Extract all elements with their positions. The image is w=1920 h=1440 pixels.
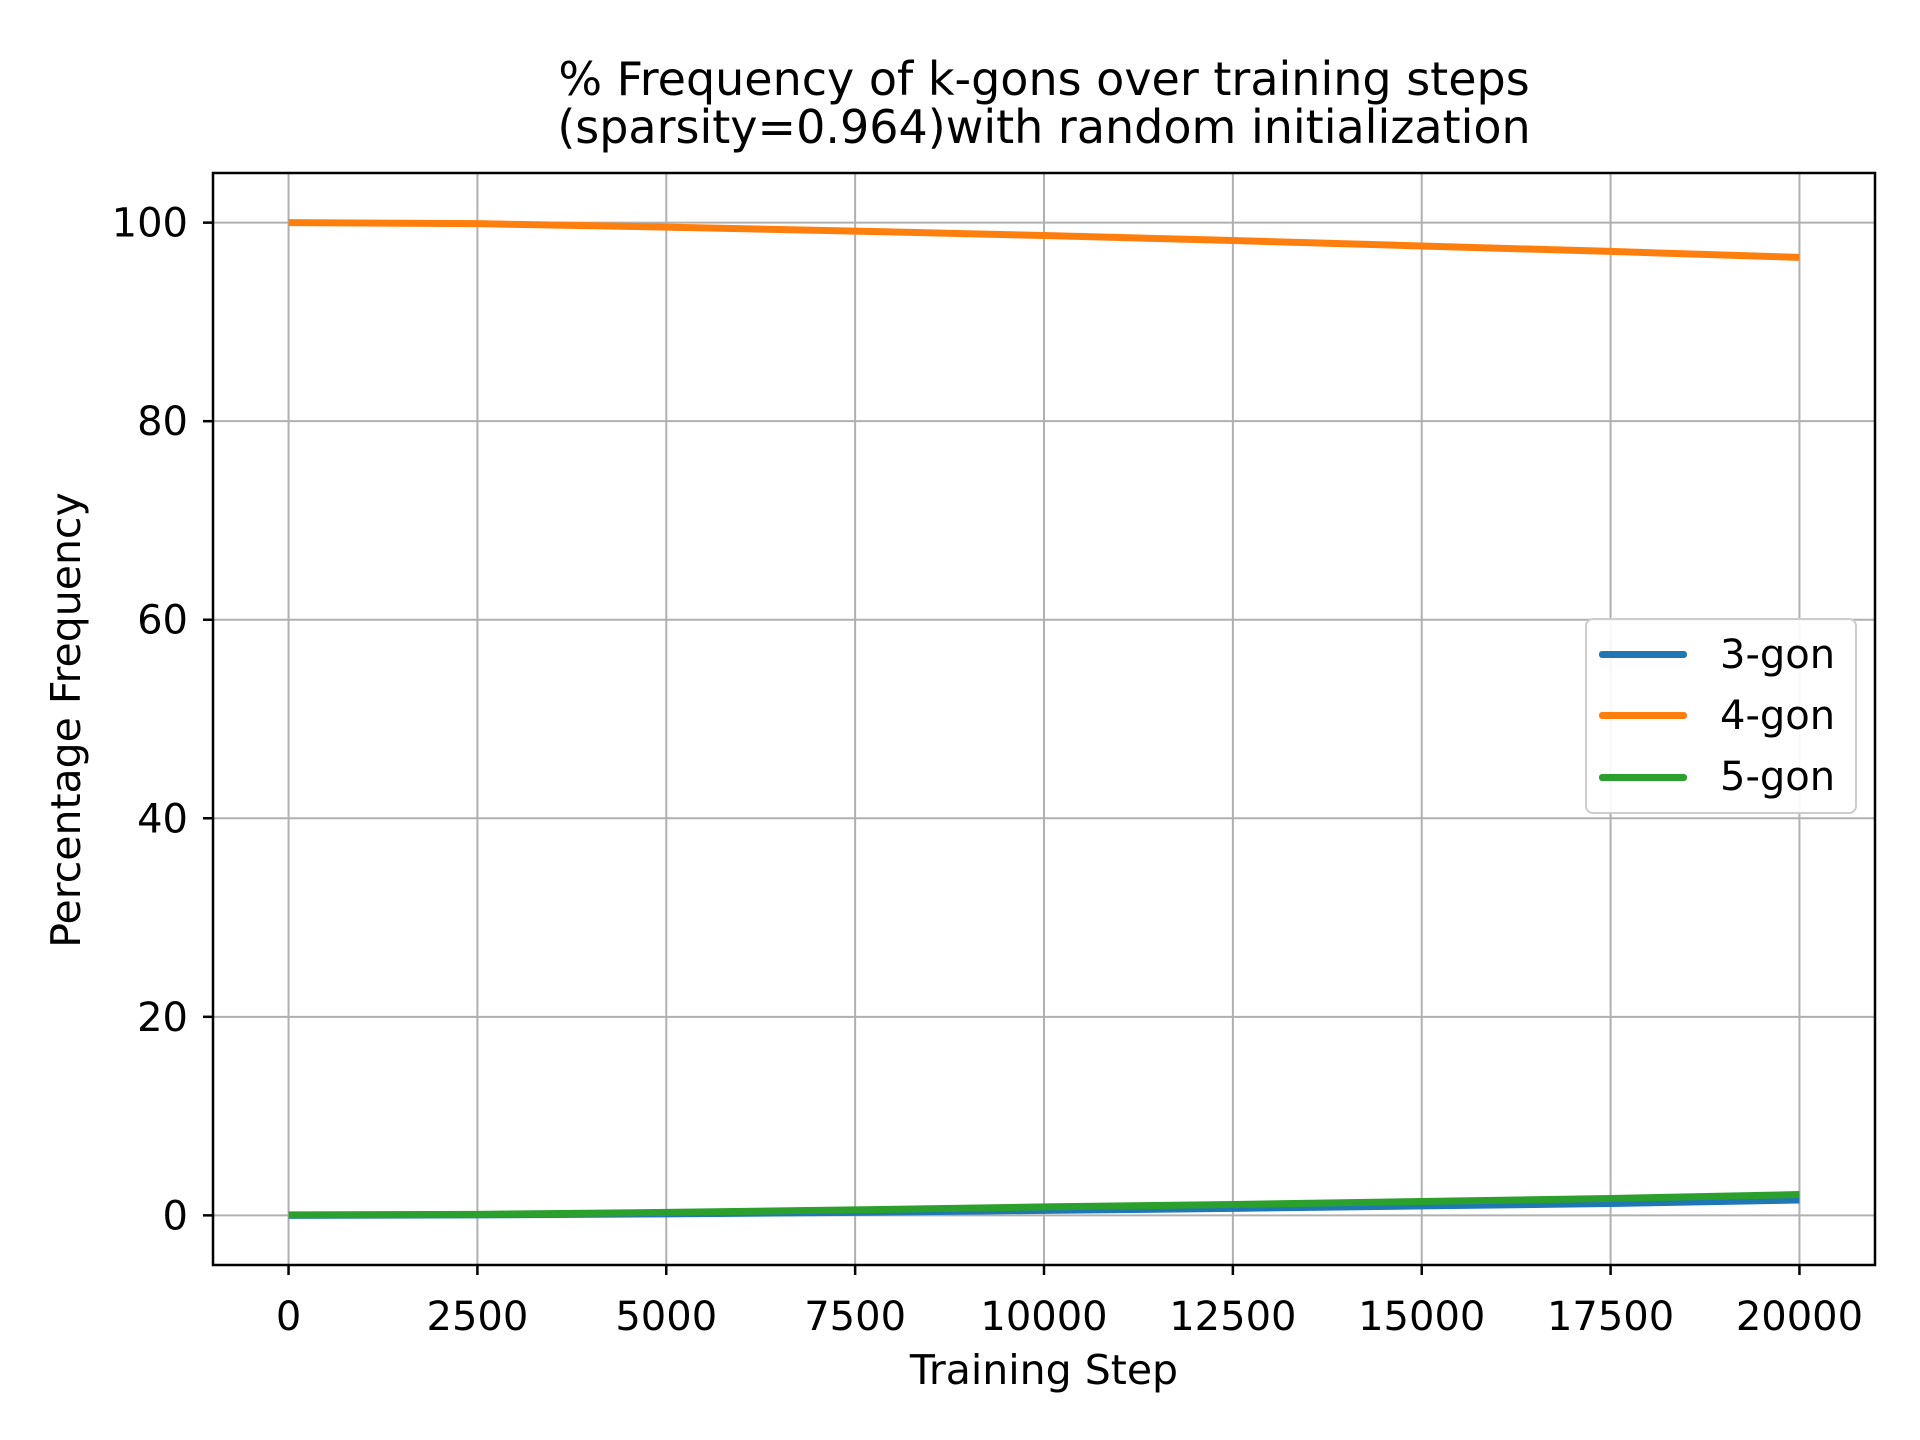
y-tick-label: 0 bbox=[163, 1193, 188, 1239]
legend-item: 3-gon bbox=[1587, 624, 1855, 685]
legend-line-sample bbox=[1599, 712, 1687, 720]
x-tick-label: 10000 bbox=[980, 1294, 1107, 1340]
legend: 3-gon 4-gon 5-gon bbox=[1585, 618, 1857, 814]
x-tick-label: 17500 bbox=[1547, 1294, 1674, 1340]
chart-title-line1: % Frequency of k-gons over training step… bbox=[558, 52, 1530, 106]
legend-label: 5-gon bbox=[1720, 754, 1836, 801]
x-axis-label: Training Step bbox=[909, 1346, 1179, 1394]
x-tick-label: 7500 bbox=[804, 1294, 906, 1340]
legend-label: 3-gon bbox=[1720, 631, 1836, 678]
y-tick-label: 20 bbox=[137, 995, 188, 1041]
y-tick-label: 80 bbox=[137, 399, 188, 445]
series-line bbox=[288, 219, 1800, 261]
series-line bbox=[288, 1191, 1800, 1219]
x-tick-label: 15000 bbox=[1358, 1294, 1485, 1340]
y-tick-label: 60 bbox=[137, 598, 188, 644]
y-tick-label: 40 bbox=[137, 796, 188, 842]
y-axis-label: Percentage Frequency bbox=[42, 492, 90, 948]
legend-item: 4-gon bbox=[1587, 685, 1855, 746]
x-tick-label: 0 bbox=[276, 1294, 301, 1340]
chart-title-line2: (sparsity=0.964)with random initializati… bbox=[557, 100, 1531, 154]
x-tick-label: 5000 bbox=[615, 1294, 717, 1340]
legend-line-sample bbox=[1599, 651, 1687, 659]
chart-title: % Frequency of k-gons over training step… bbox=[213, 55, 1875, 151]
legend-label: 4-gon bbox=[1720, 692, 1836, 739]
legend-item: 5-gon bbox=[1587, 747, 1855, 808]
legend-line-sample bbox=[1599, 773, 1687, 781]
x-tick-label: 2500 bbox=[427, 1294, 529, 1340]
y-tick-label: 100 bbox=[112, 201, 188, 247]
x-tick-label: 12500 bbox=[1169, 1294, 1296, 1340]
x-tick-label: 20000 bbox=[1736, 1294, 1863, 1340]
